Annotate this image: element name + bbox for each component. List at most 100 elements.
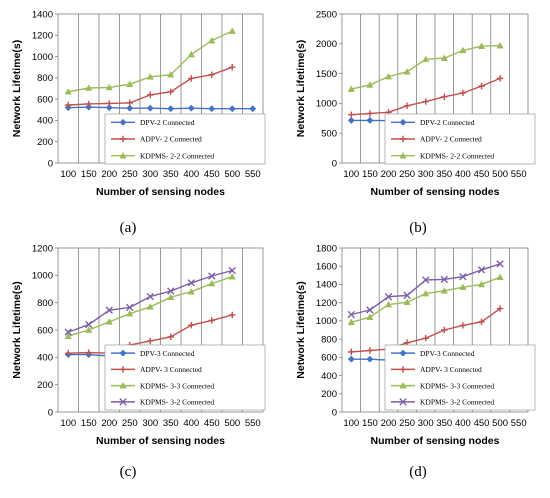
data-point bbox=[208, 272, 216, 280]
x-tick-label: 100 bbox=[60, 418, 76, 429]
x-tick-label: 200 bbox=[101, 418, 117, 429]
legend-label: KDPMS- 3-3 Connected bbox=[140, 381, 214, 390]
y-tick-label: 600 bbox=[321, 353, 337, 364]
data-point bbox=[347, 355, 355, 363]
data-point bbox=[188, 75, 195, 82]
data-point bbox=[167, 333, 174, 341]
data-point bbox=[422, 276, 430, 284]
x-tick-label: 550 bbox=[511, 418, 527, 429]
series-3 bbox=[347, 273, 504, 326]
y-tick-label: 200 bbox=[321, 389, 337, 400]
y-tick-label: 800 bbox=[37, 298, 53, 309]
data-point bbox=[459, 89, 467, 97]
data-point bbox=[459, 283, 467, 290]
chart-panel-1: 0 200 400 600 800 1000 1200 1400 100 150 200 250 300… bbox=[11, 9, 266, 236]
x-tick-label: 500 bbox=[492, 169, 508, 180]
y-tick-label: 1800 bbox=[316, 243, 337, 254]
series-4 bbox=[347, 260, 504, 319]
data-point bbox=[441, 93, 448, 101]
x-tick-label: 300 bbox=[142, 418, 158, 429]
data-point bbox=[85, 100, 92, 108]
y-axis-title: Network Lifetime(s) bbox=[295, 281, 307, 378]
legend-label: ADPV- 3 Connected bbox=[140, 365, 202, 374]
legend-marker bbox=[399, 151, 407, 159]
data-point bbox=[478, 82, 485, 90]
data-point bbox=[167, 293, 175, 301]
legend-marker bbox=[119, 151, 127, 159]
data-point bbox=[85, 84, 93, 91]
data-point bbox=[384, 72, 393, 80]
data-point bbox=[496, 41, 504, 49]
data-point bbox=[105, 318, 113, 325]
data-point bbox=[441, 326, 448, 334]
legend-label: DPV-2 Connected bbox=[140, 118, 195, 127]
x-tick-label: 350 bbox=[436, 169, 452, 180]
legend-label: KDPMS- 2-2 Connected bbox=[140, 151, 214, 160]
legend-label: DPV-2 Connected bbox=[420, 118, 475, 127]
y-axis-title: Network Lifetime(s) bbox=[295, 40, 307, 137]
x-tick-label: 500 bbox=[224, 418, 240, 429]
legend-marker bbox=[119, 349, 127, 357]
x-tick-label: 250 bbox=[122, 169, 138, 180]
data-point bbox=[167, 70, 175, 78]
data-point bbox=[403, 68, 411, 75]
data-point bbox=[228, 266, 236, 275]
data-point bbox=[105, 104, 113, 112]
x-tick-label: 400 bbox=[183, 169, 199, 180]
data-point bbox=[477, 280, 486, 288]
x-tick-label: 250 bbox=[399, 418, 415, 429]
data-point bbox=[126, 104, 134, 112]
data-point bbox=[477, 266, 486, 274]
y-tick-label: 1000 bbox=[32, 271, 53, 282]
y-tick-label: 2500 bbox=[316, 9, 337, 20]
legend-marker bbox=[399, 381, 407, 389]
series-2 bbox=[348, 305, 504, 356]
y-tick-label: 0 bbox=[48, 158, 53, 169]
y-tick-label: 200 bbox=[37, 137, 53, 148]
legend-label: ADPV- 2 Connected bbox=[140, 135, 202, 144]
y-tick-label: 1400 bbox=[32, 9, 53, 20]
x-tick-label: 150 bbox=[81, 418, 97, 429]
data-point bbox=[126, 99, 133, 107]
data-point bbox=[384, 293, 393, 301]
y-tick-label: 1000 bbox=[32, 52, 53, 63]
x-tick-label: 450 bbox=[474, 169, 490, 180]
data-point bbox=[478, 318, 485, 325]
x-tick-label: 550 bbox=[511, 169, 527, 180]
legend: DPV-2 Connected ADPV- 2 Connected KDPMS- 2… bbox=[384, 113, 536, 165]
x-tick-label: 300 bbox=[142, 169, 158, 180]
x-tick-label: 100 bbox=[60, 169, 76, 180]
data-point bbox=[366, 306, 374, 314]
series-3 bbox=[64, 27, 236, 95]
panel-label: (c) bbox=[120, 464, 137, 480]
data-point bbox=[347, 85, 355, 92]
data-point bbox=[366, 116, 374, 124]
data-point bbox=[477, 42, 486, 49]
data-point bbox=[188, 322, 195, 329]
legend-marker bbox=[399, 135, 407, 143]
data-point bbox=[384, 300, 393, 308]
y-tick-label: 500 bbox=[321, 129, 337, 140]
panel-label: (a) bbox=[120, 220, 137, 236]
data-point bbox=[440, 54, 448, 61]
data-point bbox=[208, 279, 216, 287]
legend-marker bbox=[119, 118, 127, 126]
legend: DPV-3 Connected ADPV- 3 Connected KDPMS- 3… bbox=[104, 344, 266, 411]
data-point bbox=[146, 104, 154, 112]
data-point bbox=[459, 46, 467, 54]
y-tick-label: 600 bbox=[37, 325, 53, 336]
data-point bbox=[126, 80, 134, 88]
legend-label: KDPMS- 3-3 Connected bbox=[420, 381, 494, 390]
x-tick-label: 400 bbox=[183, 418, 199, 429]
legend-label: ADPV- 3 Connected bbox=[420, 365, 482, 374]
data-point bbox=[348, 348, 355, 356]
x-tick-label: 550 bbox=[245, 418, 261, 429]
data-point bbox=[64, 328, 72, 336]
data-point bbox=[422, 289, 430, 297]
data-point bbox=[147, 91, 154, 99]
data-point bbox=[348, 111, 355, 118]
x-tick-label: 150 bbox=[362, 418, 378, 429]
y-tick-label: 1600 bbox=[316, 262, 337, 273]
data-point bbox=[187, 288, 195, 295]
